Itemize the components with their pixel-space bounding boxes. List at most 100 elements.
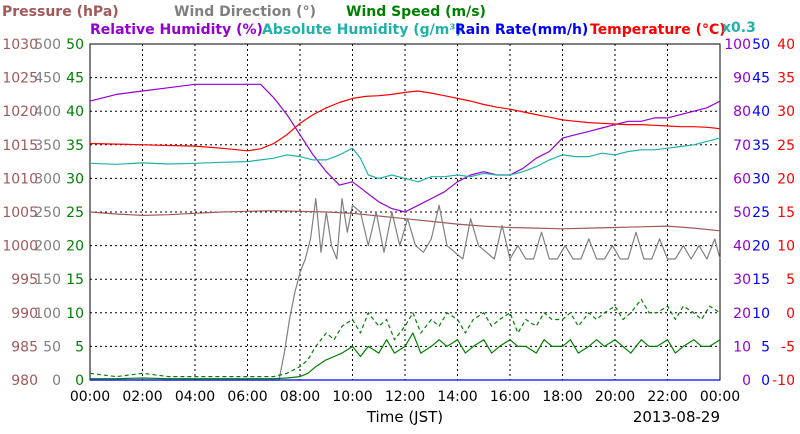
x-tick-label: 12:00 [385, 389, 425, 405]
y-tick-label-temperature: 40 [777, 37, 795, 53]
y-tick-label-speed: 45 [66, 71, 84, 87]
y-tick-label-temperature: 15 [777, 205, 795, 221]
x-tick-label: 04:00 [175, 389, 215, 405]
y-tick-label-speed: 0 [75, 373, 84, 389]
y-tick-label-speed: 40 [66, 104, 84, 120]
y-tick-label-rain: 15 [752, 272, 770, 288]
y-tick-label-temperature: 20 [777, 171, 795, 187]
y-tick-label-rain: 50 [752, 37, 770, 53]
y-tick-label-direction: 500 [34, 37, 61, 53]
x-tick-label: 20:00 [595, 389, 635, 405]
y-tick-label-pressure: 1000 [2, 239, 38, 255]
series-line-temperature-c [89, 90, 721, 152]
y-tick-label-pressure: 985 [11, 339, 38, 355]
y-tick-label-humidity: 90 [733, 71, 751, 87]
y-tick-label-temperature: -10 [772, 373, 795, 389]
legend-temperature: Temperature (°C) [590, 22, 726, 38]
y-tick-label-pressure: 1010 [2, 171, 38, 187]
series-line-wind-direction [90, 198, 721, 381]
y-tick-label-direction: 250 [34, 205, 61, 221]
y-tick-label-rain: 10 [752, 306, 770, 322]
y-tick-label-rain: 5 [761, 339, 770, 355]
y-tick-label-humidity: 40 [733, 239, 751, 255]
y-tick-label-temperature: -5 [781, 339, 795, 355]
y-tick-label-rain: 0 [761, 373, 770, 389]
x-tick-label: 02:00 [122, 389, 162, 405]
x-tick-label: 14:00 [437, 389, 477, 405]
legend-pressure: Pressure (hPa) [2, 4, 119, 20]
x-tick-label: 00:00 [700, 389, 740, 405]
y-tick-label-pressure: 990 [11, 306, 38, 322]
y-tick-label-rain: 40 [752, 104, 770, 120]
y-tick-label-direction: 150 [34, 272, 61, 288]
y-tick-label-humidity: 10 [733, 339, 751, 355]
grid [90, 44, 720, 380]
y-tick-label-humidity: 70 [733, 138, 751, 154]
y-tick-label-humidity: 50 [733, 205, 751, 221]
x-tick-label: 18:00 [542, 389, 582, 405]
x-tick-label: 00:00 [70, 389, 110, 405]
y-tick-label-pressure: 1020 [2, 104, 38, 120]
y-tick-label-temperature: 0 [786, 306, 795, 322]
legend-wind-direction: Wind Direction (°) [174, 4, 316, 20]
y-tick-label-humidity: 80 [733, 104, 751, 120]
y-tick-label-humidity: 20 [733, 306, 751, 322]
y-tick-label-pressure: 1025 [2, 71, 38, 87]
y-tick-label-pressure: 1015 [2, 138, 38, 154]
y-tick-label-rain: 20 [752, 239, 770, 255]
y-tick-label-humidity: 30 [733, 272, 751, 288]
y-tick-label-temperature: 5 [786, 272, 795, 288]
x-tick-label: 10:00 [332, 389, 372, 405]
legend: Pressure (hPa) Wind Direction (°) Wind S… [2, 4, 756, 38]
y-tick-label-temperature: 35 [777, 71, 795, 87]
y-tick-label-pressure: 980 [11, 373, 38, 389]
y-tick-label-direction: 450 [34, 71, 61, 87]
y-tick-label-speed: 35 [66, 138, 84, 154]
y-tick-label-humidity: 60 [733, 171, 751, 187]
y-tick-label-speed: 5 [75, 339, 84, 355]
y-tick-label-rain: 35 [752, 138, 770, 154]
legend-wind-speed: Wind Speed (m/s) [346, 4, 486, 20]
legend-scale-note: x0.3 [722, 20, 756, 36]
y-tick-label-pressure: 1030 [2, 37, 38, 53]
y-tick-label-direction: 300 [34, 171, 61, 187]
y-tick-label-direction: 100 [34, 306, 61, 322]
y-tick-label-speed: 15 [66, 272, 84, 288]
y-tick-label-temperature: 25 [777, 138, 795, 154]
x-tick-label: 06:00 [227, 389, 267, 405]
date-label: 2013-08-29 [633, 408, 720, 426]
series-line-absolute-humidity-g-m [89, 137, 721, 183]
y-tick-label-direction: 200 [34, 239, 61, 255]
x-tick-label: 22:00 [647, 389, 687, 405]
series-group [89, 83, 721, 381]
y-tick-label-speed: 20 [66, 239, 84, 255]
y-tick-label-speed: 25 [66, 205, 84, 221]
series-line-wind-speed-m-s-max [89, 298, 721, 378]
y-tick-label-speed: 30 [66, 171, 84, 187]
legend-rain-rate: Rain Rate(mm/h) [455, 22, 588, 38]
y-tick-label-rain: 30 [752, 171, 770, 187]
legend-relative-humidity: Relative Humidity (%) [90, 22, 263, 38]
y-tick-label-rain: 45 [752, 71, 770, 87]
y-tick-label-temperature: 30 [777, 104, 795, 120]
y-tick-label-rain: 25 [752, 205, 770, 221]
y-tick-label-direction: 350 [34, 138, 61, 154]
legend-absolute-humidity: Absolute Humidity (g/m³) [262, 22, 462, 38]
series-line-pressure-hpa [89, 210, 721, 232]
x-tick-label: 08:00 [280, 389, 320, 405]
x-axis-label: Time (JST) [366, 408, 443, 426]
y-tick-label-humidity: 100 [724, 37, 751, 53]
y-tick-label-humidity: 0 [742, 373, 751, 389]
y-tick-label-direction: 400 [34, 104, 61, 120]
y-tick-label-pressure: 1005 [2, 205, 38, 221]
series-line-relative-humidity [89, 83, 721, 213]
y-tick-label-speed: 50 [66, 37, 84, 53]
series-line-wind-speed-m-s [90, 332, 721, 380]
axis-ticks: 1030102510201015101010051000995990985980… [2, 37, 795, 405]
y-tick-label-direction: 50 [43, 339, 61, 355]
y-tick-label-direction: 0 [52, 373, 61, 389]
y-tick-label-speed: 10 [66, 306, 84, 322]
x-tick-label: 16:00 [490, 389, 530, 405]
